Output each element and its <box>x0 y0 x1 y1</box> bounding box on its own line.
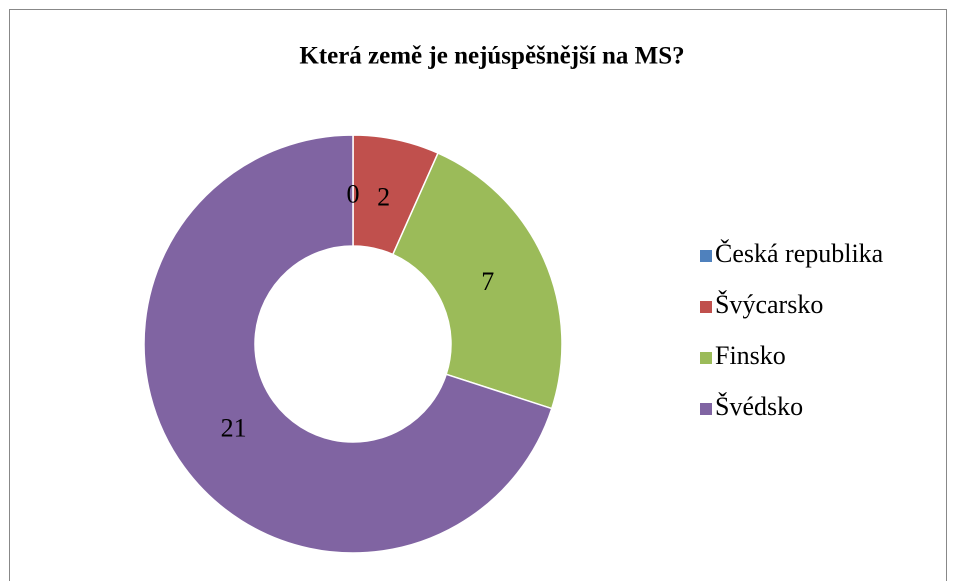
donut-slice <box>143 134 553 554</box>
chart-title: Která země je nejúspěšnější na MS? <box>299 43 684 70</box>
legend-label: Finsko <box>715 341 786 370</box>
legend-swatch <box>700 250 712 262</box>
donut-slice <box>391 152 563 410</box>
legend-swatch <box>700 352 712 364</box>
data-label: 21 <box>221 414 247 443</box>
data-label: 2 <box>377 183 390 212</box>
legend-label: Švédsko <box>715 392 803 421</box>
data-label: 7 <box>481 267 494 296</box>
legend-swatch <box>700 403 712 415</box>
data-label: 0 <box>347 179 360 208</box>
legend-label: Česká republika <box>715 239 884 268</box>
legend-swatch <box>700 301 712 313</box>
legend-label: Švýcarsko <box>715 290 823 319</box>
